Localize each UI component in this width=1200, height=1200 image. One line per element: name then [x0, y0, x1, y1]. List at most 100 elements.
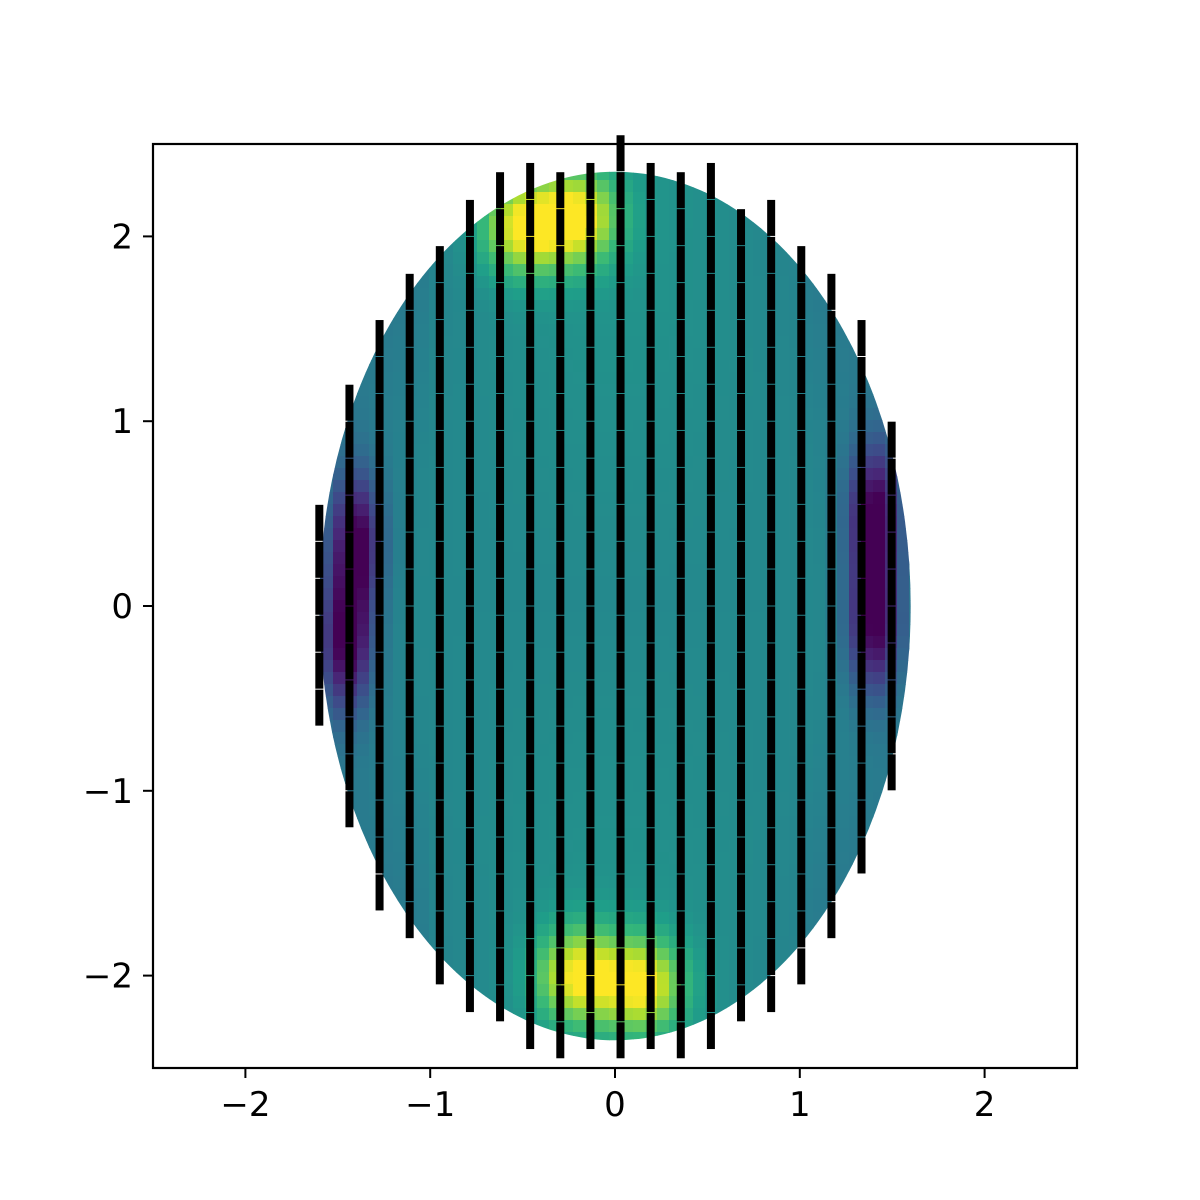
heatmap-cell: [657, 588, 670, 601]
heatmap-cell: [501, 684, 514, 697]
heatmap-cell: [693, 192, 706, 205]
heatmap-cell: [777, 600, 790, 613]
heatmap-cell: [513, 756, 526, 769]
glyph-dash: [556, 689, 565, 726]
heatmap-cell: [837, 732, 850, 745]
glyph-dash: [435, 357, 444, 393]
heatmap-cell: [693, 660, 706, 673]
y-tick-label: 0: [111, 587, 133, 627]
heatmap-cell: [597, 324, 610, 337]
heatmap-cell: [597, 384, 610, 397]
heatmap-cell: [537, 984, 550, 997]
glyph-dash: [405, 495, 414, 532]
heatmap-cell: [381, 516, 394, 529]
heatmap-cell: [873, 744, 886, 757]
heatmap-cell: [873, 432, 886, 445]
heatmap-cell: [537, 972, 550, 985]
glyph-dash: [857, 800, 866, 837]
heatmap-cell: [597, 540, 610, 553]
heatmap-cell: [537, 456, 550, 469]
heatmap-cell: [573, 588, 586, 601]
glyph-dash: [616, 504, 625, 541]
heatmap-cell: [393, 816, 406, 829]
heatmap-cell: [873, 540, 886, 553]
heatmap-cell: [633, 372, 646, 385]
heatmap-cell: [597, 564, 610, 577]
heatmap-cell: [501, 420, 514, 433]
heatmap-cell: [453, 636, 466, 649]
heatmap-cell: [633, 360, 646, 373]
heatmap-cell: [837, 468, 850, 481]
heatmap-cell: [777, 624, 790, 637]
heatmap-cell: [753, 636, 766, 649]
glyph-dash: [646, 421, 655, 458]
heatmap-cell: [441, 540, 454, 553]
heatmap-cell: [501, 528, 514, 541]
heatmap-cell: [777, 444, 790, 457]
heatmap-cell: [501, 912, 514, 925]
heatmap-cell: [453, 840, 466, 853]
heatmap-cell: [873, 780, 886, 793]
heatmap-cell: [477, 276, 490, 289]
heatmap-cell: [657, 624, 670, 637]
heatmap-cell: [837, 372, 850, 385]
heatmap-cell: [513, 996, 526, 1009]
glyph-dash: [586, 347, 595, 384]
heatmap-cell: [597, 492, 610, 505]
heatmap-cell: [477, 372, 490, 385]
x-tick-label: −1: [405, 1085, 455, 1125]
heatmap-cell: [333, 516, 346, 529]
glyph-dash: [405, 680, 414, 717]
glyph-dash: [797, 430, 806, 467]
heatmap-cell: [873, 768, 886, 781]
heatmap-cell: [693, 948, 706, 961]
glyph-dash: [827, 569, 836, 606]
heatmap-cell: [717, 564, 730, 577]
heatmap-cell: [573, 684, 586, 697]
heatmap-cell: [441, 684, 454, 697]
heatmap-cell: [813, 348, 826, 361]
glyph-dash: [767, 828, 776, 865]
glyph-dash: [857, 357, 866, 393]
heatmap-cell: [597, 828, 610, 841]
heatmap-cell: [897, 576, 910, 589]
heatmap-cell: [657, 504, 670, 517]
heatmap-cell: [393, 504, 406, 517]
heatmap-cell: [753, 252, 766, 265]
heatmap-cell: [573, 660, 586, 673]
heatmap-cell: [453, 324, 466, 337]
heatmap-cell: [501, 264, 514, 277]
heatmap-cell: [897, 588, 910, 601]
heatmap-cell: [657, 720, 670, 733]
glyph-dash: [616, 541, 625, 578]
heatmap-cell: [477, 240, 490, 253]
heatmap-cell: [573, 252, 586, 265]
glyph-dash: [345, 754, 354, 791]
glyph-dash: [767, 902, 776, 939]
heatmap-cell: [657, 204, 670, 217]
heatmap-cell: [777, 768, 790, 781]
heatmap-cell: [573, 1032, 586, 1041]
heatmap-cell: [633, 780, 646, 793]
heatmap-cell: [777, 684, 790, 697]
glyph-dash: [586, 717, 595, 754]
heatmap-cell: [837, 504, 850, 517]
heatmap-cell: [873, 708, 886, 721]
heatmap-cell: [501, 612, 514, 625]
heatmap-cell: [813, 504, 826, 517]
heatmap-cell: [513, 828, 526, 841]
heatmap-cell: [693, 516, 706, 529]
heatmap-cell: [393, 456, 406, 469]
heatmap-cell: [537, 468, 550, 481]
heatmap-cell: [417, 576, 430, 589]
heatmap-cell: [597, 1032, 610, 1041]
heatmap-cell: [693, 852, 706, 865]
heatmap-cell: [441, 864, 454, 877]
x-tick-label: 1: [789, 1085, 811, 1125]
glyph-dash: [345, 495, 354, 532]
heatmap-cell: [477, 696, 490, 709]
heatmap-cell: [777, 312, 790, 325]
heatmap-cell: [477, 780, 490, 793]
heatmap-cell: [597, 816, 610, 829]
heatmap-cell: [633, 900, 646, 913]
